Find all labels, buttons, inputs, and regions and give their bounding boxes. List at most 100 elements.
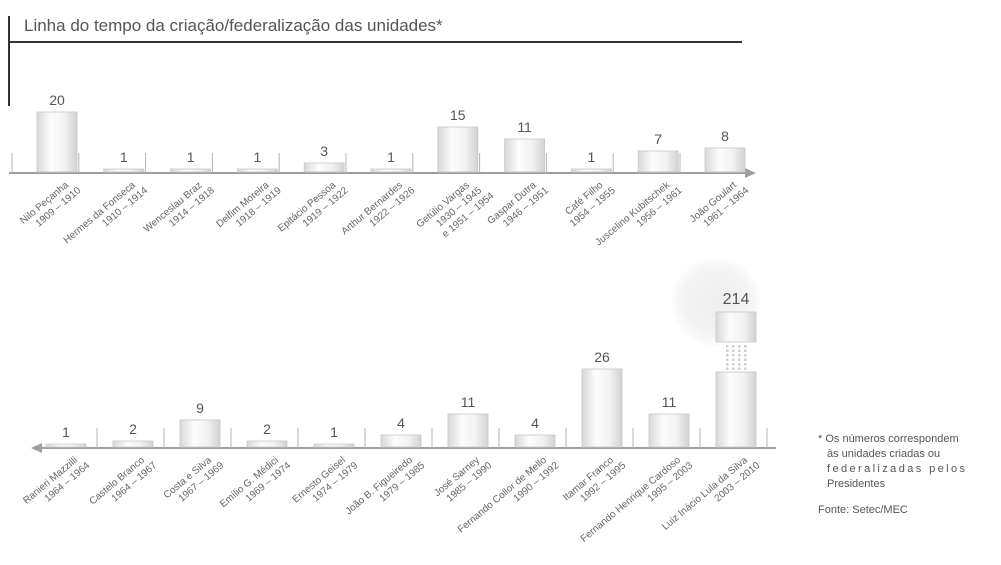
category-label: Delfim Moreira1918 – 1919 — [214, 176, 284, 240]
bar-group: 1 Arthur Bernardes1922 – 1926 — [340, 149, 418, 247]
bar-group: 1 Delfim Moreira1918 – 1919 — [211, 149, 284, 240]
axis-break-dot — [732, 349, 735, 352]
value-label: 3 — [320, 143, 328, 159]
axis-break-dot — [738, 345, 741, 348]
value-label: 1 — [254, 149, 262, 165]
category-label: João B. Figueiredo1979 – 1985 — [344, 451, 428, 527]
value-label: 1 — [330, 424, 338, 440]
source-note: Fonte: Setec/MEC — [818, 504, 908, 516]
value-label: 11 — [517, 119, 532, 135]
value-label: 11 — [461, 394, 476, 410]
value-label: 4 — [531, 415, 539, 431]
axis-break-dot — [744, 349, 747, 352]
value-label: 1 — [62, 424, 70, 440]
bar-group: 2 Emílio G. Médici1969 – 1974 — [218, 421, 299, 520]
value-label: 1 — [387, 149, 395, 165]
axis-break-dot — [738, 367, 741, 370]
bar — [103, 168, 145, 173]
value-label: 2 — [129, 421, 137, 437]
axis-break-dot — [726, 349, 729, 352]
axis-break-dot — [732, 367, 735, 370]
bar — [437, 126, 479, 173]
bar-group: 8 João Goulart1961 – 1964 — [679, 128, 752, 235]
bar — [648, 413, 690, 448]
axis-break-dot — [744, 354, 747, 357]
axis-break-dot — [738, 363, 741, 366]
bar-group: 1 Ranieri Mazzilli1964 – 1964 — [21, 424, 98, 516]
footnote-line: * Os números correspondem — [818, 433, 959, 445]
category-label: Wenceslau Braz1914 – 1918 — [142, 176, 217, 244]
bar — [514, 434, 556, 448]
arrow-right-icon — [745, 168, 756, 178]
axis-break-dot — [744, 363, 747, 366]
bar-group: 11 José Sarney1985 – 1990 — [432, 394, 500, 508]
bar — [380, 434, 422, 448]
row1-axis — [9, 168, 756, 178]
bar — [303, 162, 345, 173]
value-label: 11 — [662, 394, 677, 410]
axis-break-dot — [726, 354, 729, 357]
value-label: 1 — [187, 149, 195, 165]
axis-break-dot — [744, 358, 747, 361]
axis-break-dot — [732, 358, 735, 361]
bar — [447, 413, 489, 448]
value-label: 26 — [594, 349, 610, 365]
value-label: 1 — [588, 149, 596, 165]
category-label: João Goulart1961 – 1964 — [688, 176, 752, 235]
axis-break-dot — [726, 363, 729, 366]
category-label: Arthur Bernardes1922 – 1926 — [340, 176, 418, 247]
footnote: * Os números correspondem às unidades cr… — [818, 432, 998, 492]
bar — [179, 419, 221, 448]
category-label: Costa e Silva1967 – 1969 — [162, 451, 227, 511]
axis-break-dot — [744, 345, 747, 348]
chart-title: Linha do tempo da criação/federalização … — [24, 16, 443, 35]
footnote-line: às unidades criadas ou — [827, 448, 941, 460]
value-label: 20 — [49, 92, 65, 108]
bar — [45, 443, 87, 448]
category-label: Emílio G. Médici1969 – 1974 — [218, 451, 293, 520]
value-label: 4 — [397, 415, 405, 431]
axis-break-dot — [732, 363, 735, 366]
footnote-line: federalizadas pelos — [827, 463, 968, 475]
value-label: 1 — [120, 149, 128, 165]
axis-break-dot — [732, 354, 735, 357]
bar — [313, 443, 355, 448]
axis-break-dot — [726, 358, 729, 361]
axis-break-dot — [732, 345, 735, 348]
value-label: 8 — [721, 128, 729, 144]
bar — [370, 168, 412, 173]
value-label: 7 — [654, 131, 662, 147]
axis-break-dot — [726, 367, 729, 370]
category-label: Café Filho1954 – 1955 — [560, 176, 618, 230]
value-label: 214 — [723, 291, 750, 308]
category-label: José Sarney1985 – 1990 — [432, 451, 494, 508]
bar — [246, 440, 288, 448]
bar — [112, 440, 154, 448]
bar — [170, 168, 212, 173]
bar-upper-segment — [715, 311, 757, 343]
bar-group: 1 Café Filho1954 – 1955 — [545, 149, 618, 230]
axis-break-dot — [726, 345, 729, 348]
value-label: 9 — [196, 400, 204, 416]
axis-break-dot — [738, 358, 741, 361]
category-label: Getúlio Vargas1930 – 1945e 1951 – 1954 — [415, 172, 497, 249]
bar — [36, 111, 78, 173]
axis-break-dot — [738, 349, 741, 352]
bar-group: 1 Wenceslau Braz1914 – 1918 — [142, 149, 217, 244]
category-label: Castelo Branco1964 – 1967 — [87, 451, 159, 517]
category-label: Epitácio Pessoa1919 – 1922 — [276, 176, 351, 244]
bar-group: 15 Getúlio Vargas1930 – 1945e 1951 – 1954 — [412, 107, 497, 249]
bar-group: 2 Castelo Branco1964 – 1967 — [87, 421, 165, 517]
axis-break-dot — [744, 367, 747, 370]
bar-group: 11 Gaspar Dutra1946 – 1951 — [479, 119, 551, 229]
bar — [704, 147, 746, 173]
bar — [236, 168, 278, 173]
footnote-line: Presidentes — [827, 478, 886, 490]
bar — [504, 138, 546, 173]
category-label: Ranieri Mazzilli1964 – 1964 — [21, 451, 92, 516]
value-label: 2 — [263, 421, 271, 437]
arrow-left-icon — [31, 443, 42, 453]
